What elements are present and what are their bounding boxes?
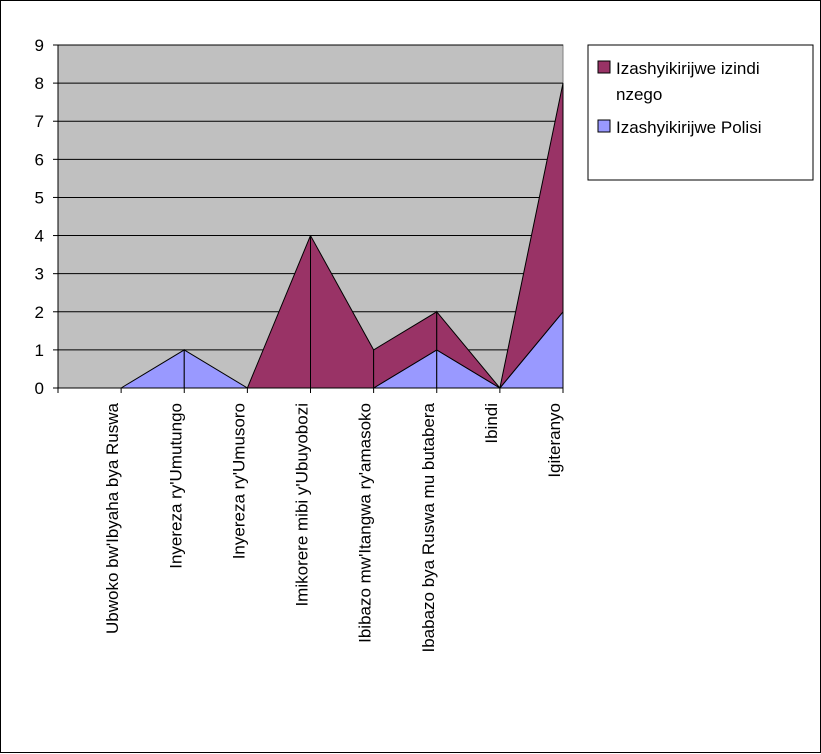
x-tick-label: Ubwoko bw'Ibyaha bya Ruswa (103, 402, 122, 634)
area-segment (436, 310, 501, 389)
legend-swatch (597, 60, 611, 74)
area-series-group (119, 83, 564, 389)
y-tick-label: 0 (35, 379, 44, 398)
gridlines (58, 44, 563, 351)
y-tick-label: 9 (35, 36, 44, 55)
x-tick-label: Imikorere mibi y'Ubuyobozi (293, 403, 312, 607)
legend: Izashyikirijwe izindi nzego Izashyikirijwe… (587, 44, 814, 181)
x-axis-tick-labels: Ubwoko bw'Ibyaha bya Ruswa Inyereza ry'Um… (103, 402, 564, 652)
legend-label: nzego (616, 85, 662, 104)
y-tick-label: 6 (35, 150, 44, 169)
y-tick-label: 1 (35, 341, 44, 360)
x-tick-label: Ibindi (482, 403, 501, 444)
x-tick-label: Inyereza ry'Umutungo (166, 403, 185, 569)
y-tick-label: 3 (35, 265, 44, 284)
y-tick-label: 4 (35, 227, 44, 246)
y-tick-label: 8 (35, 74, 44, 93)
y-tick-label: 7 (35, 112, 44, 131)
legend-label: Izashyikirijwe Polisi (616, 118, 761, 137)
legend-swatch (597, 119, 611, 133)
y-axis-tick-labels: 0 1 2 3 4 5 6 7 8 9 (35, 36, 44, 398)
legend-label: Izashyikirijwe izindi (616, 59, 760, 78)
y-tick-label: 5 (35, 188, 44, 207)
x-tick-label: Inyereza ry'Umusoro (229, 403, 248, 559)
legend-box (587, 44, 814, 181)
x-tick-label: Igiteranyo (545, 403, 564, 478)
area-segment (499, 83, 564, 389)
y-tick-label: 2 (35, 303, 44, 322)
x-tick-label: Ibibazo mw'Itangwa ry'amasoko (356, 403, 375, 643)
axes (53, 44, 564, 393)
x-tick-label: Ibabazo bya Ruswa mu butabera (419, 402, 438, 652)
